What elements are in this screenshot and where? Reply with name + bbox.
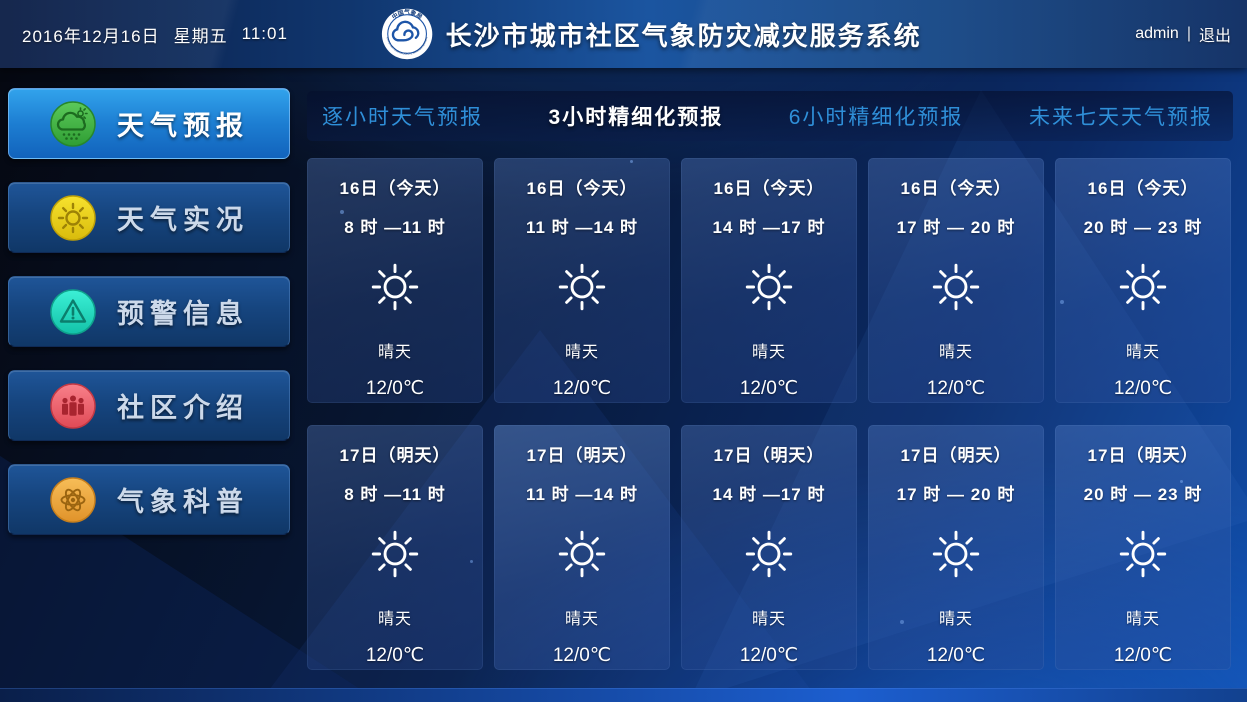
cma-logo-icon: 中国气象局 CHINA METEOROLOGICAL ADMINISTRATIO… [381,8,432,60]
card-temperature: 12/0℃ [926,645,986,666]
forecast-card: 17日（明天） 17 时 — 20 时 晴天 12/0℃ [868,425,1044,670]
card-temperature: 12/0℃ [552,645,612,666]
sunny-icon [1119,263,1167,311]
card-condition: 晴天 [751,611,786,628]
tab-3hour-forecast[interactable]: 3小时精细化预报 [548,106,724,129]
sun-live-icon [50,194,96,241]
forecast-card: 16日（今天） 14 时 —17 时 晴天 12/0℃ [681,158,857,403]
card-date: 16日（今天） [900,179,1012,198]
card-time-range: 14 时 —17 时 [712,218,826,237]
tab-7day-forecast[interactable]: 未来七天天气预报 [1028,106,1213,129]
card-condition: 晴天 [564,611,599,628]
username-text: admin [1135,25,1179,42]
bottom-strip [0,688,1247,702]
date-text: 2016年12月16日 [22,26,160,46]
forecast-card: 17日（明天） 20 时 — 23 时 晴天 12/0℃ [1055,425,1231,670]
card-temperature: 12/0℃ [926,378,986,399]
forecast-card: 16日（今天） 20 时 — 23 时 晴天 12/0℃ [1055,158,1231,403]
card-date: 16日（今天） [713,179,825,198]
time-text: 11:01 [241,24,288,43]
card-date: 17日（明天） [339,446,451,465]
people-icon [50,382,96,429]
card-time-range: 14 时 —17 时 [712,485,826,504]
card-time-range: 20 时 — 23 时 [1083,485,1203,504]
sunny-icon [932,263,980,311]
forecast-card: 17日（明天） 11 时 —14 时 晴天 12/0℃ [494,425,670,670]
sidebar-nav: 天气预报 天气实况 预警信息 [8,88,290,535]
cloud-weather-icon [50,100,96,147]
sidebar-item-weather-science[interactable]: 气象科普 [8,464,290,535]
card-date: 17日（明天） [713,446,825,465]
user-box: admin | 退出 [1135,0,1231,68]
warning-triangle-icon [50,288,96,335]
card-temperature: 12/0℃ [365,378,425,399]
sidebar-item-label: 天气实况 [117,205,249,235]
card-temperature: 12/0℃ [739,645,799,666]
sunny-icon [371,530,419,578]
tab-hourly-forecast[interactable]: 逐小时天气预报 [322,106,483,129]
tabband-background [307,91,1233,141]
card-temperature: 12/0℃ [552,378,612,399]
sidebar-item-weather-live[interactable]: 天气实况 [8,182,290,253]
card-temperature: 12/0℃ [1113,645,1173,666]
card-condition: 晴天 [1125,344,1160,361]
forecast-tabs: 逐小时天气预报 3小时精细化预报 6小时精细化预报 未来七天天气预报 [307,91,1233,141]
card-condition: 晴天 [1125,611,1160,628]
sidebar-item-label: 预警信息 [117,299,249,329]
forecast-card: 16日（今天） 11 时 —14 时 晴天 12/0℃ [494,158,670,403]
sunny-icon [558,530,606,578]
forecast-card: 17日（明天） 8 时 —11 时 晴天 12/0℃ [307,425,483,670]
card-condition: 晴天 [377,611,412,628]
card-date: 17日（明天） [900,446,1012,465]
card-temperature: 12/0℃ [365,645,425,666]
card-time-range: 20 时 — 23 时 [1083,218,1203,237]
page-title: 长沙市城市社区气象防灾减灾服务系统 [445,20,922,51]
card-condition: 晴天 [938,611,973,628]
tab-6hour-forecast[interactable]: 6小时精细化预报 [788,106,964,129]
sunny-icon [371,263,419,311]
top-header: 2016年12月16日 星期五 11:01 中国气象局 CHINA METEOR… [0,0,1247,68]
sidebar-item-community-intro[interactable]: 社区介绍 [8,370,290,441]
card-date: 16日（今天） [1087,179,1199,198]
card-time-range: 11 时 —14 时 [525,218,639,237]
card-time-range: 17 时 — 20 时 [896,485,1016,504]
datetime-display: 2016年12月16日 星期五 11:01 [22,0,288,68]
card-condition: 晴天 [377,344,412,361]
forecast-card: 16日（今天） 8 时 —11 时 晴天 12/0℃ [307,158,483,403]
card-condition: 晴天 [751,344,786,361]
sunny-icon [745,263,793,311]
sidebar-item-warning-info[interactable]: 预警信息 [8,276,290,347]
sidebar-item-label: 社区介绍 [117,393,249,423]
card-temperature: 12/0℃ [1113,378,1173,399]
sunny-icon [932,530,980,578]
card-time-range: 17 时 — 20 时 [896,218,1016,237]
sidebar-item-label: 天气预报 [117,111,249,141]
sunny-icon [558,263,606,311]
logout-button[interactable]: 退出 [1198,28,1231,45]
forecast-card: 16日（今天） 17 时 — 20 时 晴天 12/0℃ [868,158,1044,403]
card-date: 16日（今天） [339,179,451,198]
sunny-icon [745,530,793,578]
card-time-range: 8 时 —11 时 [344,485,446,504]
card-date: 17日（明天） [526,446,638,465]
sidebar-item-weather-forecast[interactable]: 天气预报 [8,88,290,159]
separator: | [1186,25,1191,42]
main-content: 逐小时天气预报 3小时精细化预报 6小时精细化预报 未来七天天气预报 16日（今… [295,85,1240,688]
sunny-icon [1119,530,1167,578]
forecast-card: 17日（明天） 14 时 —17 时 晴天 12/0℃ [681,425,857,670]
card-condition: 晴天 [938,344,973,361]
sidebar-item-label: 气象科普 [117,487,249,517]
title-group: 中国气象局 CHINA METEOROLOGICAL ADMINISTRATIO… [380,0,922,68]
card-time-range: 11 时 —14 时 [525,485,639,504]
weekday-text: 星期五 [173,26,228,46]
card-date: 16日（今天） [526,179,638,198]
atom-icon [50,476,96,523]
card-condition: 晴天 [564,344,599,361]
card-time-range: 8 时 —11 时 [344,218,446,237]
card-date: 17日（明天） [1087,446,1199,465]
forecast-card-grid: 16日（今天） 8 时 —11 时 晴天 12/0℃ 16日（今天） 11 时 … [307,158,1231,670]
card-temperature: 12/0℃ [739,378,799,399]
